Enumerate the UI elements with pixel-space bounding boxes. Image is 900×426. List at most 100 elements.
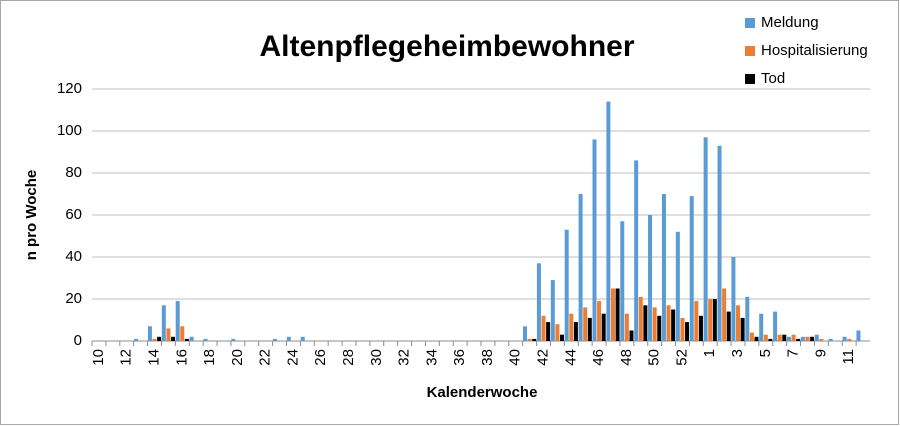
bar bbox=[698, 315, 703, 341]
bar bbox=[569, 313, 574, 341]
bar bbox=[680, 317, 685, 341]
x-tick-label: 32 bbox=[396, 349, 413, 366]
legend-label: Tod bbox=[761, 70, 785, 87]
bar bbox=[629, 330, 634, 341]
bar bbox=[791, 334, 796, 341]
bar bbox=[166, 328, 171, 341]
x-tick-label: 52 bbox=[673, 349, 690, 366]
y-tick-label: 40 bbox=[65, 248, 82, 265]
bar bbox=[134, 338, 139, 341]
bar bbox=[541, 315, 546, 341]
bar bbox=[782, 334, 787, 341]
x-tick-label: 14 bbox=[145, 349, 162, 366]
bar bbox=[810, 336, 815, 341]
bar bbox=[597, 301, 602, 341]
bar bbox=[726, 311, 731, 341]
bar bbox=[694, 301, 699, 341]
x-tick-label: 40 bbox=[507, 349, 524, 366]
bar bbox=[847, 338, 852, 341]
bar bbox=[157, 336, 162, 341]
bar bbox=[161, 305, 166, 341]
chart-title: Altenpflegeheimbewohner bbox=[259, 30, 634, 63]
bar bbox=[152, 338, 157, 341]
x-tick-label: 42 bbox=[534, 349, 551, 366]
bar bbox=[272, 338, 277, 341]
x-tick-label: 44 bbox=[562, 349, 579, 366]
bar bbox=[736, 305, 741, 341]
bar bbox=[175, 301, 180, 341]
bar bbox=[689, 196, 694, 341]
bar bbox=[759, 313, 764, 341]
legend-label: Meldung bbox=[761, 14, 819, 31]
bar bbox=[620, 221, 625, 341]
bar bbox=[147, 326, 152, 341]
bar bbox=[638, 296, 643, 341]
bar bbox=[828, 338, 833, 341]
bar bbox=[675, 231, 680, 341]
x-tick-label: 20 bbox=[229, 349, 246, 366]
legend-label: Hospitalisierung bbox=[761, 42, 868, 59]
x-tick-label: 48 bbox=[618, 349, 635, 366]
bar bbox=[555, 324, 560, 341]
y-tick-label: 60 bbox=[65, 206, 82, 223]
bar bbox=[231, 338, 236, 341]
bar bbox=[666, 305, 671, 341]
bar bbox=[184, 338, 189, 341]
bar bbox=[634, 160, 639, 341]
x-tick-label: 38 bbox=[479, 349, 496, 366]
y-tick-label: 80 bbox=[65, 164, 82, 181]
bar bbox=[712, 299, 717, 341]
bar bbox=[583, 307, 588, 341]
x-axis-label: Kalenderwoche bbox=[427, 384, 538, 401]
bar bbox=[819, 338, 824, 341]
bar bbox=[661, 194, 666, 341]
bar bbox=[805, 336, 810, 341]
x-tick-label: 9 bbox=[812, 349, 829, 357]
x-tick-label: 1 bbox=[701, 349, 718, 357]
x-tick-label: 24 bbox=[284, 349, 301, 366]
x-tick-label: 11 bbox=[840, 349, 857, 365]
bar bbox=[777, 334, 782, 341]
bar bbox=[610, 288, 615, 341]
bar bbox=[573, 322, 578, 341]
bar bbox=[731, 257, 736, 341]
bar bbox=[773, 311, 778, 341]
bar bbox=[203, 338, 208, 341]
bar bbox=[286, 336, 291, 341]
bar bbox=[189, 336, 194, 341]
bar bbox=[768, 338, 773, 341]
bar bbox=[564, 229, 569, 341]
y-tick-label: 20 bbox=[65, 290, 82, 307]
x-tick-label: 36 bbox=[451, 349, 468, 366]
y-tick-label: 120 bbox=[57, 80, 82, 97]
bar bbox=[171, 336, 176, 341]
bar bbox=[536, 263, 541, 341]
bar bbox=[814, 334, 819, 341]
bar bbox=[606, 101, 611, 341]
y-axis-label: n pro Woche bbox=[23, 170, 40, 261]
bar bbox=[523, 326, 528, 341]
bar bbox=[717, 145, 722, 341]
bar bbox=[740, 317, 745, 341]
x-tick-label: 3 bbox=[729, 349, 746, 357]
legend-swatch bbox=[745, 46, 755, 56]
y-tick-label: 0 bbox=[74, 332, 82, 349]
bar bbox=[754, 336, 759, 341]
bar bbox=[745, 296, 750, 341]
bar bbox=[657, 315, 662, 341]
x-tick-label: 12 bbox=[118, 349, 135, 366]
bar bbox=[796, 338, 801, 341]
bar bbox=[601, 313, 606, 341]
bar bbox=[671, 309, 676, 341]
bar bbox=[652, 307, 657, 341]
bar bbox=[643, 305, 648, 341]
bar bbox=[592, 139, 597, 341]
bar bbox=[685, 322, 690, 341]
bar bbox=[786, 336, 791, 341]
bar bbox=[749, 332, 754, 341]
bar bbox=[624, 313, 629, 341]
x-tick-label: 34 bbox=[423, 349, 440, 366]
bar bbox=[560, 334, 565, 341]
